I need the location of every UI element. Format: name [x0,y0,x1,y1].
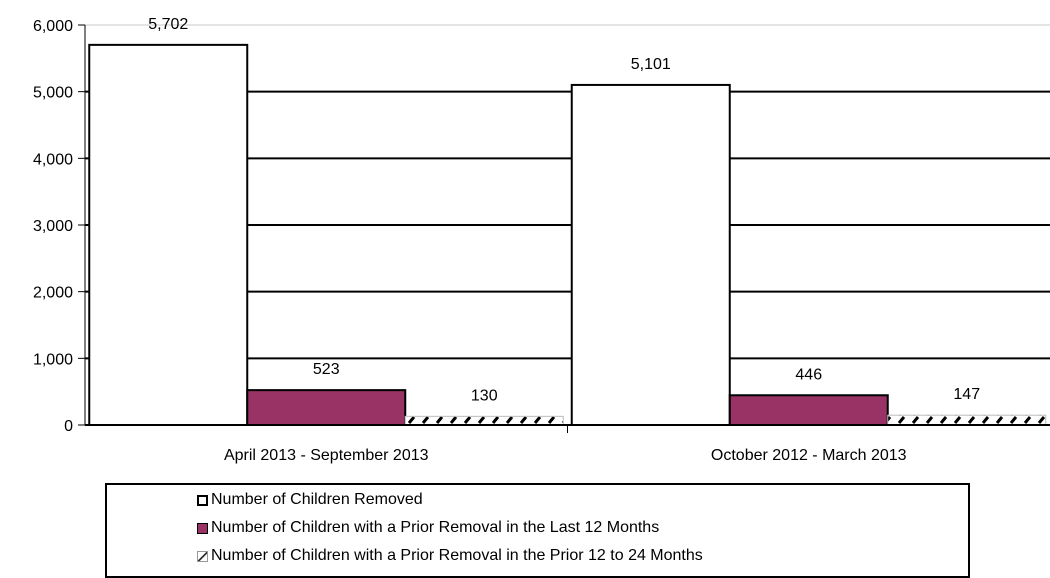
bar-prior-removal-12-months [728,394,889,426]
x-tick-label: October 2012 - March 2013 [711,447,907,464]
bar-chart: 0 1,000 2,000 3,000 4,000 5,000 6,000 April 201… [33,16,1050,464]
bar-prior-removal-12-to-24-months [887,414,1047,426]
data-label-prior-removal-12-to-24-months: 147 [953,386,980,403]
data-label-children-removed: 5,702 [148,16,188,33]
chart-legend: Number of Children Removed Number of Chi… [105,483,970,578]
y-tick-label: 3,000 [33,218,73,235]
y-tick-label: 4,000 [33,151,73,168]
legend-label-children-removed: Number of Children Removed [211,491,423,508]
y-tick-label: 0 [64,418,73,435]
legend-item-children-removed: Number of Children Removed [197,490,423,510]
data-label-prior-removal-12-to-24-months: 130 [471,387,498,404]
bar-children-removed [570,83,731,427]
legend-swatch-children-removed [197,494,208,506]
data-label-children-removed: 5,101 [631,56,671,73]
data-label-prior-removal-12-months: 446 [795,366,822,383]
y-tick-label: 5,000 [33,85,73,102]
bar-prior-removal-12-to-24-months [404,415,564,426]
bar-children-removed [88,43,249,426]
legend-label-prior-removal-12-to-24-months: Number of Children with a Prior Removal … [211,547,703,564]
legend-item-prior-removal-12-months: Number of Children with a Prior Removal … [197,518,659,538]
legend-swatch-prior-removal-12-months [197,522,208,534]
y-tick-label: 2,000 [33,285,73,302]
legend-swatch-prior-removal-12-to-24-months [197,550,208,562]
y-tick-label: 1,000 [33,351,73,368]
data-label-prior-removal-12-months: 523 [313,361,340,378]
legend-label-prior-removal-12-months: Number of Children with a Prior Removal … [211,519,660,536]
x-tick-label: April 2013 - September 2013 [224,447,429,464]
legend-item-prior-removal-12-to-24-months: Number of Children with a Prior Removal … [197,546,703,566]
bar-prior-removal-12-months [246,389,407,426]
y-tick-label: 6,000 [33,18,73,35]
